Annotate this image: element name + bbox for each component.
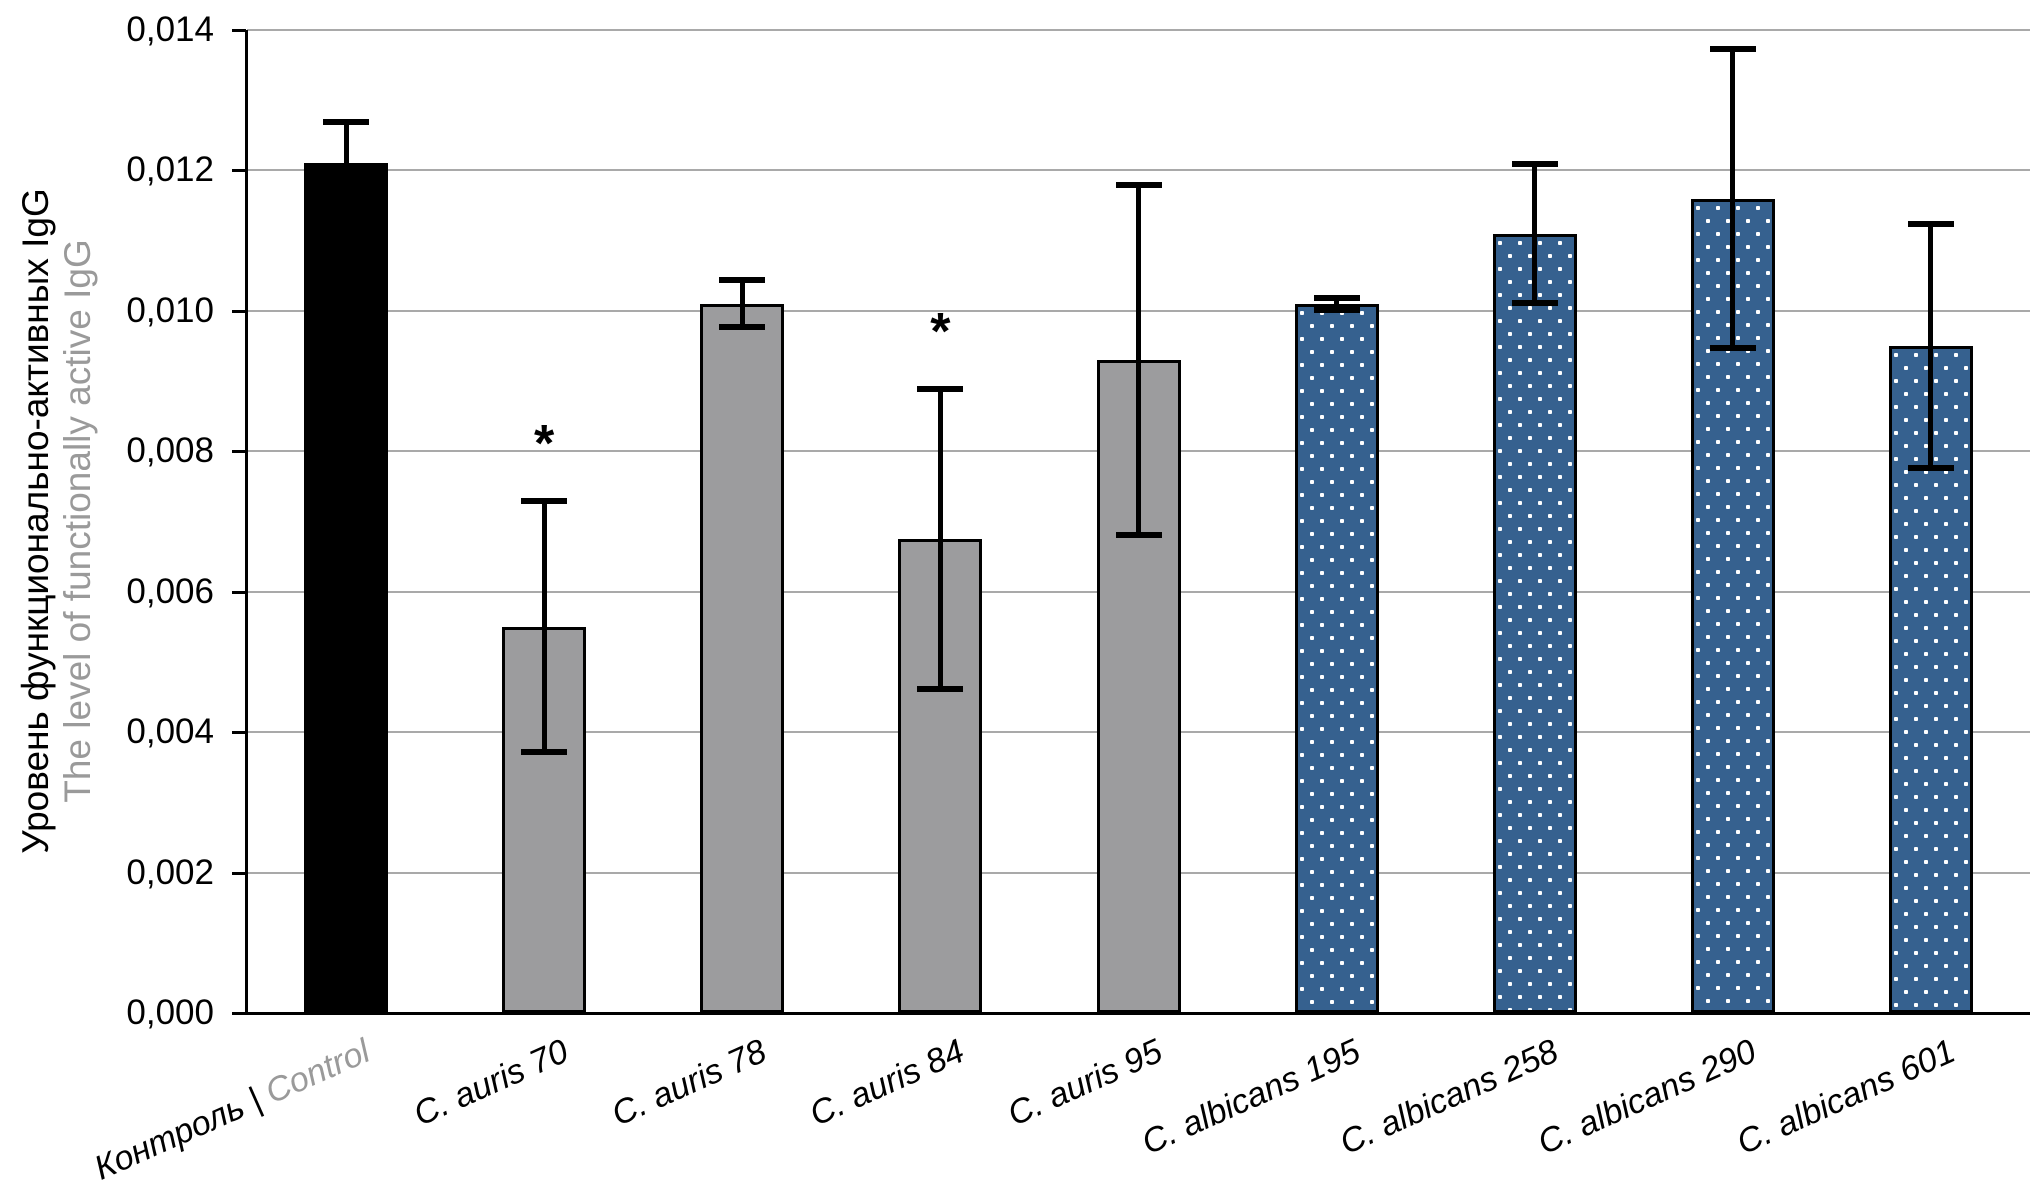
error-bar-whisker — [937, 388, 943, 690]
gridline — [247, 169, 2030, 172]
error-bar-cap-bottom — [1511, 299, 1558, 306]
category-label-primary: C. albicans 601 — [1730, 1032, 1961, 1163]
category-label: C. auris 78 — [606, 1032, 772, 1134]
error-bar-whisker — [1928, 223, 1934, 469]
category-label: C. albicans 601 — [1731, 1032, 1961, 1163]
y-tick-label: 0,000 — [126, 993, 214, 1032]
y-tick-mark — [232, 871, 246, 875]
category-label: C. albicans 258 — [1335, 1032, 1565, 1163]
bar — [700, 303, 785, 1013]
category-label-primary: C. auris 95 — [1002, 1032, 1168, 1134]
bar — [502, 626, 587, 1013]
significance-asterisk: * — [534, 415, 555, 474]
y-tick-mark — [232, 450, 246, 454]
error-bar-cap-top — [719, 277, 766, 284]
category-label-primary: Контроль | — [88, 1076, 276, 1188]
error-bar-cap-bottom — [323, 201, 370, 208]
error-bar-cap-top — [1511, 161, 1558, 168]
category-label-primary: C. auris 70 — [407, 1032, 574, 1134]
error-bar-cap-bottom — [521, 749, 568, 756]
y-tick-mark — [232, 169, 246, 173]
error-bar-whisker — [1136, 184, 1141, 536]
error-bar-whisker — [1334, 296, 1340, 311]
category-label: C. auris 95 — [1002, 1032, 1168, 1134]
y-tick-label: 0,008 — [126, 431, 214, 471]
y-tick-label: 0,004 — [126, 712, 214, 752]
category-label-primary: C. auris 78 — [606, 1032, 772, 1134]
category-label: C. albicans 195 — [1137, 1032, 1367, 1163]
category-label: Контроль | Control — [89, 1032, 376, 1188]
y-tick-mark — [232, 309, 246, 313]
error-bar-cap-bottom — [1907, 464, 1954, 471]
error-bar-cap-bottom — [1313, 306, 1360, 313]
y-tick-label: 0,002 — [126, 852, 214, 892]
y-tick-mark — [232, 29, 246, 32]
category-label: C. auris 84 — [804, 1032, 970, 1134]
error-bar-cap-top — [917, 386, 964, 393]
error-bar-cap-bottom — [1709, 345, 1756, 352]
bar — [1690, 198, 1775, 1013]
category-label-primary: C. albicans 290 — [1532, 1032, 1763, 1163]
error-bar-whisker — [343, 121, 349, 206]
category-label: C. auris 70 — [408, 1032, 574, 1134]
y-tick-mark — [232, 731, 246, 735]
error-bar-cap-top — [1115, 182, 1162, 189]
error-bar-whisker — [541, 500, 547, 754]
bar — [1492, 233, 1577, 1013]
error-bar-cap-top — [521, 498, 568, 505]
category-label-secondary: Control — [259, 1032, 376, 1112]
y-tick-mark — [232, 590, 246, 594]
y-axis-line — [245, 30, 248, 1015]
y-tick-label: 0,014 — [126, 10, 214, 49]
error-bar-whisker — [1532, 163, 1538, 304]
category-label-primary: C. auris 84 — [804, 1032, 970, 1134]
error-bar-cap-top — [1313, 294, 1360, 301]
error-bar-cap-top — [1709, 45, 1756, 52]
bar — [1294, 303, 1379, 1013]
category-label-primary: C. albicans 195 — [1136, 1032, 1367, 1163]
error-bar-cap-top — [1907, 221, 1954, 228]
y-tick-label: 0,010 — [126, 290, 214, 330]
category-label-primary: C. albicans 258 — [1334, 1032, 1565, 1163]
y-tick-mark — [232, 1012, 246, 1015]
error-bar-cap-top — [323, 119, 370, 126]
error-bar-cap-bottom — [1115, 531, 1162, 538]
error-bar-cap-bottom — [719, 324, 766, 331]
error-bar-whisker — [739, 279, 745, 329]
gridline — [247, 29, 2030, 31]
y-tick-label: 0,006 — [126, 571, 214, 611]
error-bar-whisker — [1730, 47, 1736, 350]
category-label: C. albicans 290 — [1533, 1032, 1763, 1163]
y-tick-label: 0,012 — [126, 150, 214, 190]
x-axis-line — [245, 1012, 2030, 1015]
significance-asterisk: * — [930, 303, 951, 362]
bar — [304, 163, 389, 1013]
error-bar-cap-bottom — [917, 686, 964, 692]
